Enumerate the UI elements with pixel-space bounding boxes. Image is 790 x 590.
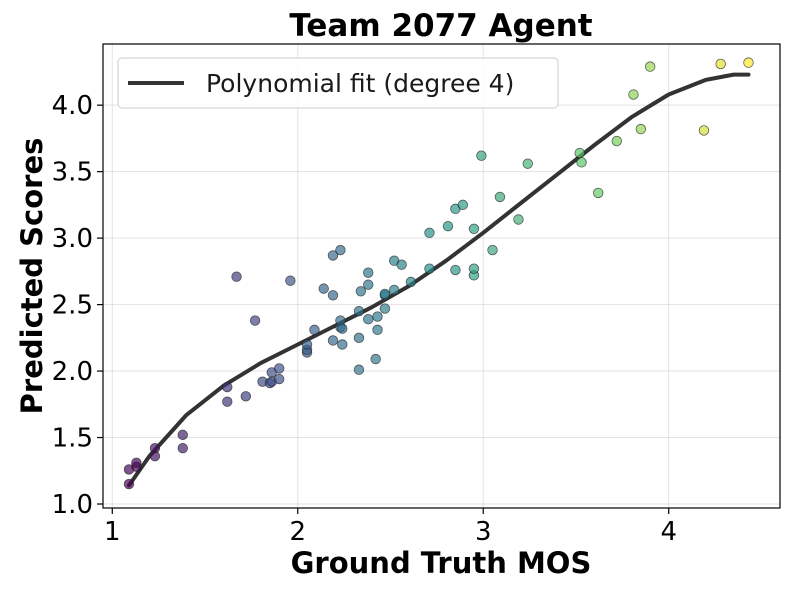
y-tick-label: 2.5 xyxy=(52,291,93,321)
y-axis-title: Predicted Scores xyxy=(15,138,49,415)
data-point xyxy=(353,332,365,344)
data-points xyxy=(123,57,754,490)
data-point xyxy=(370,353,381,365)
plot-area-frame xyxy=(102,43,781,509)
data-point xyxy=(628,89,639,100)
data-point xyxy=(222,381,233,393)
data-point xyxy=(240,391,252,402)
data-point xyxy=(611,135,622,147)
data-point xyxy=(249,315,261,326)
data-point xyxy=(450,264,461,276)
data-point xyxy=(442,220,454,232)
data-point xyxy=(379,303,391,314)
data-point xyxy=(424,263,435,274)
data-point xyxy=(363,314,374,325)
data-point xyxy=(355,286,367,297)
data-point xyxy=(424,227,435,238)
data-point xyxy=(593,187,604,199)
data-point xyxy=(372,324,383,336)
data-point xyxy=(123,478,135,490)
y-tick-label: 1.0 xyxy=(52,490,93,520)
y-tick-label: 3.5 xyxy=(52,158,93,188)
data-point xyxy=(522,158,533,169)
data-point xyxy=(396,259,407,270)
y-axis-ticks: 1.0 1.5 2.0 2.5 3.0 3.5 4.0 xyxy=(52,91,103,520)
data-point xyxy=(177,442,188,454)
x-axis-title: Ground Truth MOS xyxy=(291,546,592,580)
fit-curve-layer xyxy=(127,72,751,488)
x-tick-label: 4 xyxy=(660,517,677,547)
data-point xyxy=(285,275,296,286)
data-point xyxy=(222,396,233,407)
legend-box xyxy=(117,57,559,109)
x-tick-label: 2 xyxy=(289,517,306,547)
data-point xyxy=(468,263,480,274)
data-point xyxy=(301,339,313,350)
data-point xyxy=(309,324,320,336)
data-point xyxy=(363,279,374,290)
data-point xyxy=(327,335,339,346)
data-point xyxy=(337,339,348,350)
grid-lines xyxy=(103,44,780,508)
data-point xyxy=(379,288,391,300)
data-point xyxy=(576,157,587,168)
data-point xyxy=(372,311,383,322)
data-point xyxy=(405,276,417,288)
legend: Polynomial fit (degree 4) xyxy=(117,57,559,109)
data-point xyxy=(389,284,400,296)
data-point xyxy=(337,323,348,334)
data-point xyxy=(363,267,374,278)
fit-curve xyxy=(127,72,751,488)
data-point xyxy=(335,244,346,256)
y-tick-label: 4.0 xyxy=(52,91,93,121)
data-point xyxy=(468,223,480,235)
x-tick-label: 1 xyxy=(104,517,121,547)
data-point xyxy=(698,125,710,136)
data-point xyxy=(457,199,469,211)
x-axis-ticks: 1 2 3 4 xyxy=(104,508,677,547)
data-point xyxy=(635,123,647,135)
data-point xyxy=(318,283,329,294)
data-point xyxy=(513,214,524,225)
data-point xyxy=(353,306,365,317)
data-point xyxy=(644,61,656,72)
data-point xyxy=(476,150,487,161)
data-point xyxy=(231,271,242,282)
x-tick-label: 3 xyxy=(475,517,492,547)
data-point xyxy=(177,429,188,441)
data-point xyxy=(327,250,339,261)
data-point xyxy=(274,363,285,374)
legend-entry-fit: Polynomial fit (degree 4) xyxy=(206,69,514,98)
y-tick-label: 2.0 xyxy=(52,357,93,387)
data-point xyxy=(715,58,726,70)
data-point xyxy=(574,147,585,159)
data-point xyxy=(327,290,339,301)
y-tick-label: 1.5 xyxy=(52,424,93,454)
data-point xyxy=(353,364,365,375)
data-point xyxy=(274,373,285,385)
data-point xyxy=(149,442,161,454)
data-point xyxy=(743,57,754,68)
data-point xyxy=(487,244,498,256)
data-point xyxy=(131,457,142,468)
y-tick-label: 3.0 xyxy=(52,224,93,254)
chart-title: Team 2077 Agent xyxy=(289,8,592,44)
data-point xyxy=(494,191,506,203)
